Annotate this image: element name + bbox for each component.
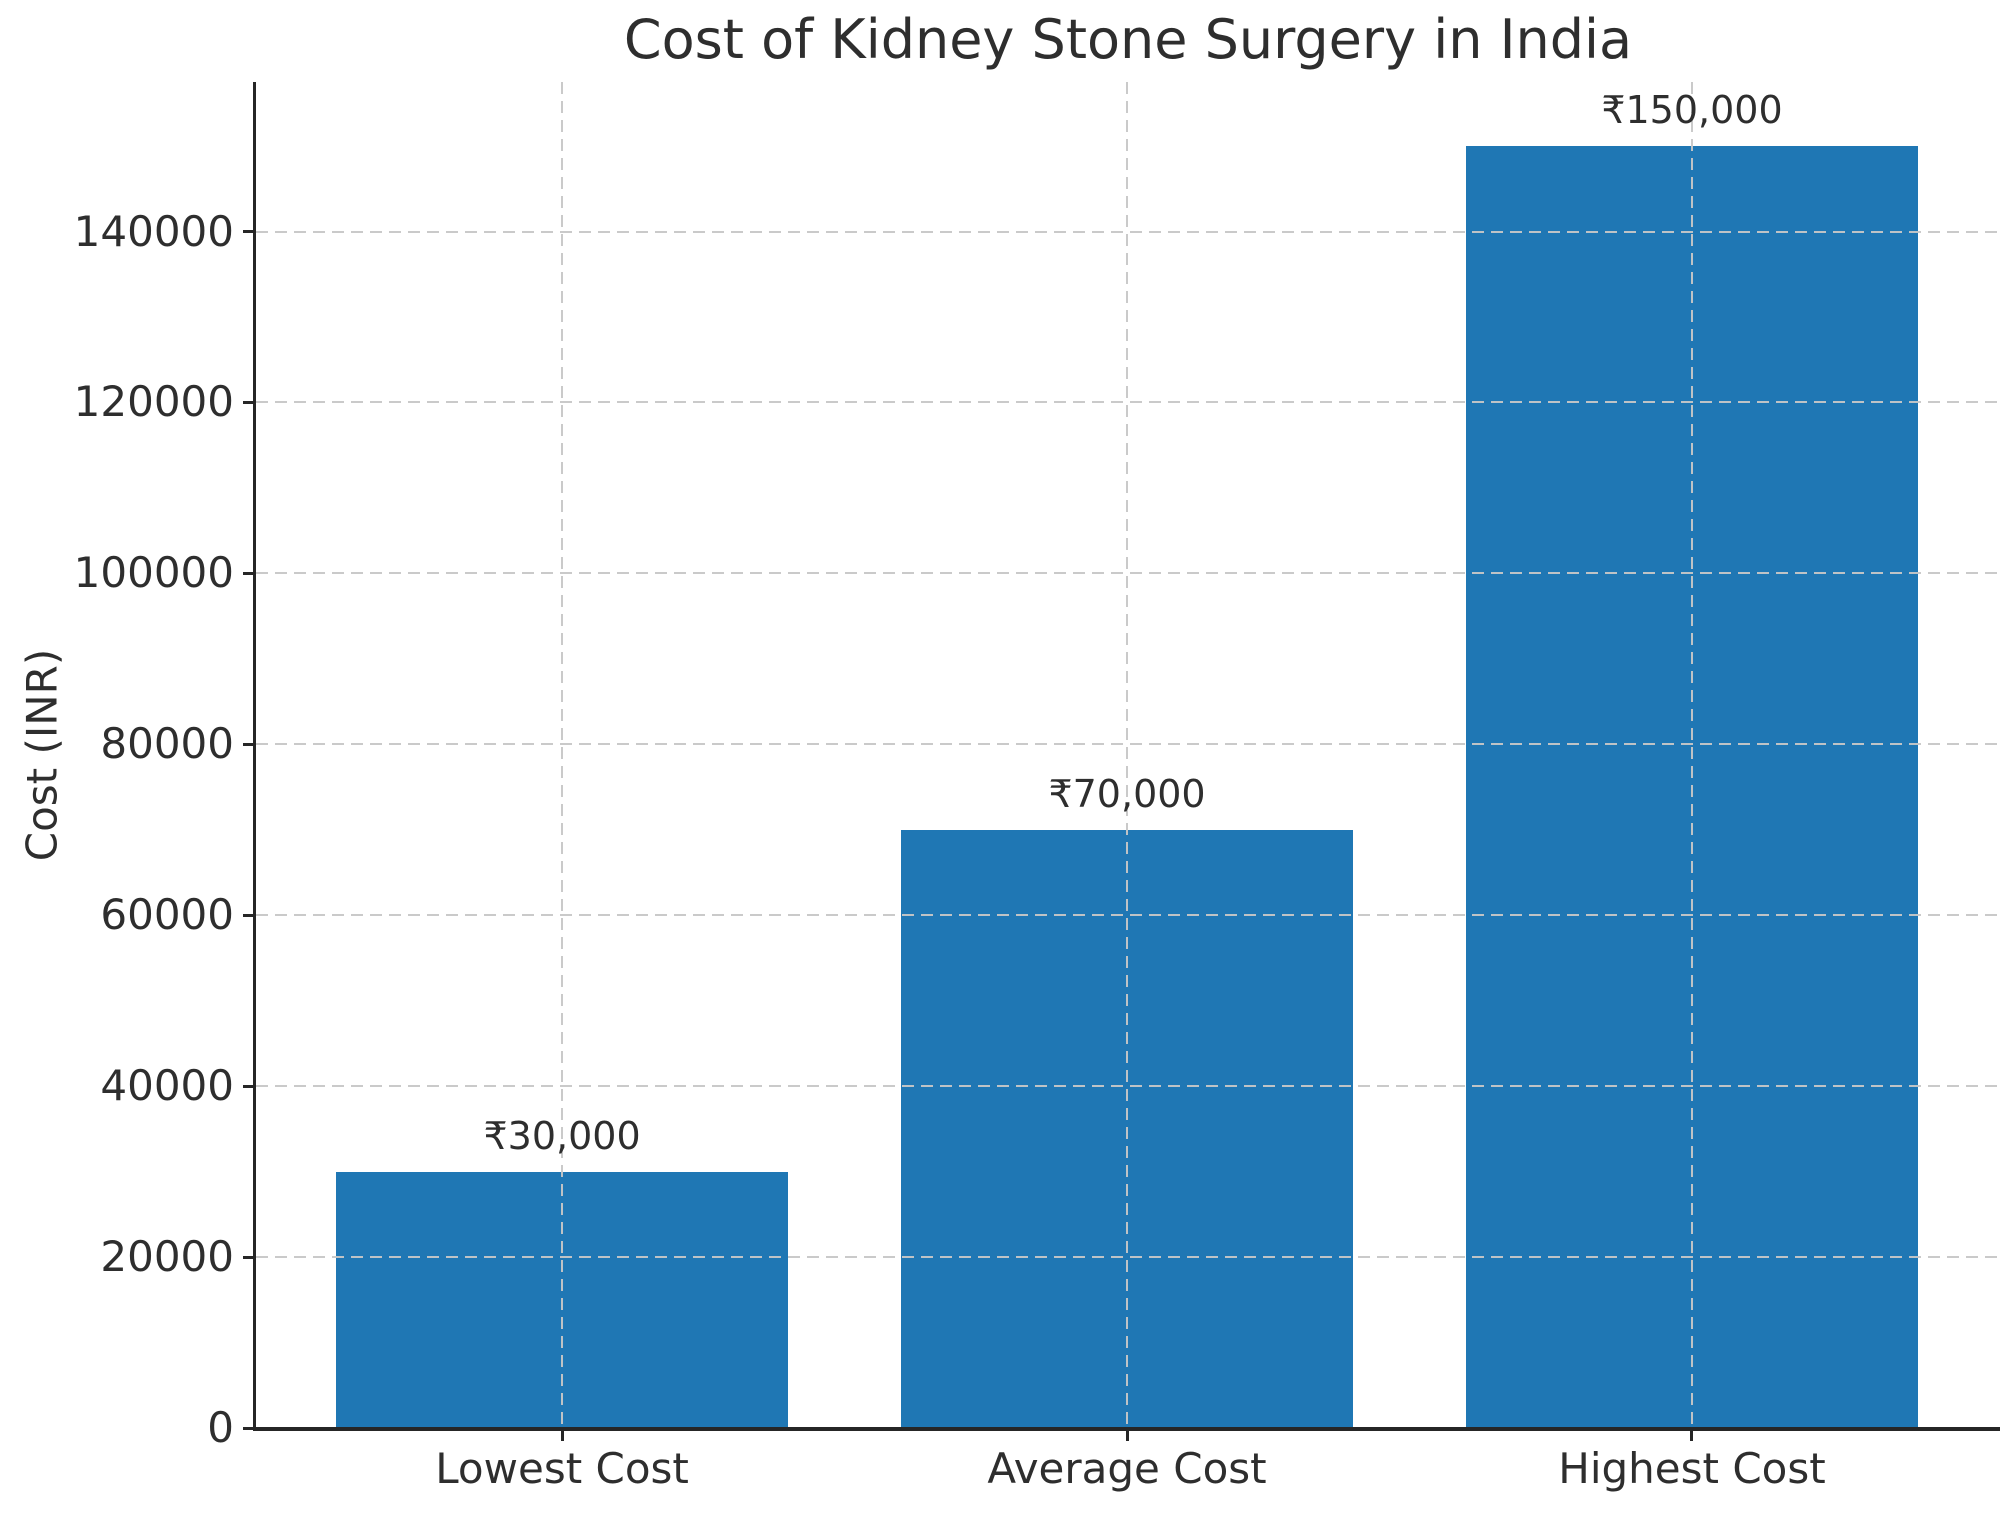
y-tick-mark-140000 [243, 230, 256, 234]
v-gridline-2 [1126, 82, 1129, 1428]
x-tick-mark-2 [1125, 1428, 1129, 1441]
y-tick-label-0: 0 [207, 1403, 234, 1452]
x-tick-label-average-cost: Average Cost [987, 1444, 1267, 1493]
y-tick-mark-100000 [243, 571, 256, 575]
v-gridline-3 [1690, 82, 1693, 1428]
bar-value-label-1: ₹30,000 [483, 1113, 641, 1158]
x-tick-mark-1 [560, 1428, 564, 1441]
v-gridline-1 [561, 82, 564, 1428]
y-tick-mark-80000 [243, 742, 256, 746]
x-tick-label-highest-cost: Highest Cost [1558, 1444, 1826, 1493]
y-tick-mark-0 [243, 1426, 256, 1430]
chart-title: Cost of Kidney Stone Surgery in India [623, 8, 1633, 71]
y-tick-mark-60000 [243, 913, 256, 917]
plot-area [256, 82, 2000, 1428]
y-tick-mark-20000 [243, 1255, 256, 1259]
y-axis-spine [253, 82, 256, 1431]
x-tick-mark-3 [1690, 1428, 1694, 1441]
y-tick-label-100000: 100000 [73, 548, 234, 598]
y-tick-label-120000: 120000 [73, 377, 234, 427]
bar-value-label-2: ₹70,000 [1048, 771, 1206, 816]
y-tick-label-140000: 140000 [73, 206, 234, 256]
y-tick-label-20000: 20000 [100, 1232, 234, 1282]
y-tick-mark-40000 [243, 1084, 256, 1088]
y-tick-label-40000: 40000 [100, 1061, 234, 1111]
bar-value-label-3: ₹150,000 [1601, 88, 1783, 133]
y-tick-label-60000: 60000 [100, 890, 234, 940]
x-tick-label-lowest-cost: Lowest Cost [435, 1444, 689, 1493]
y-tick-mark-120000 [243, 400, 256, 404]
y-tick-label-80000: 80000 [100, 719, 234, 769]
